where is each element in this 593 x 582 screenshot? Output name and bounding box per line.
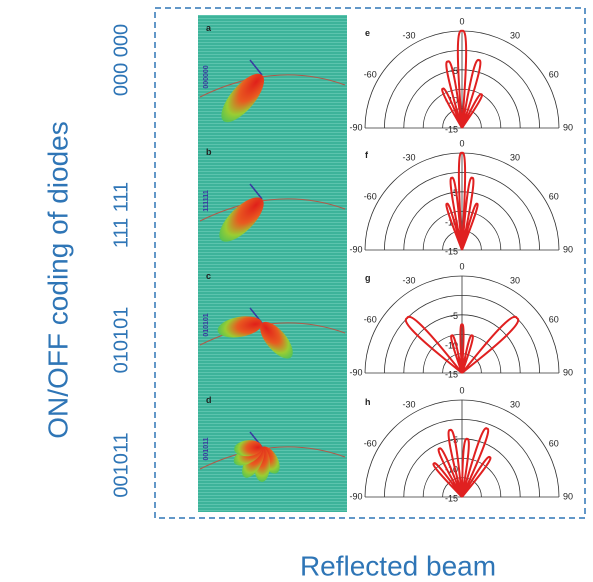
x-label: Reflected beam: [300, 550, 496, 581]
angle-label: 60: [549, 314, 559, 324]
angle-label: 30: [510, 276, 520, 286]
image-code: 001011: [203, 437, 210, 460]
angle-label: -90: [349, 122, 362, 132]
angle-label: -90: [349, 491, 362, 501]
plot-letter: e: [365, 28, 370, 38]
angle-label: 0: [459, 16, 464, 26]
angle-label: -90: [349, 244, 362, 254]
angle-label: 0: [459, 138, 464, 148]
angle-label: 90: [563, 122, 573, 132]
angle-label: -30: [402, 31, 415, 41]
radial-label: -15: [445, 246, 458, 256]
angle-label: 60: [549, 191, 559, 201]
figure: ON/OFF coding of diodes Reflected beam 0…: [0, 0, 593, 582]
plot-letter: g: [365, 273, 371, 283]
plot-letter: h: [365, 397, 371, 407]
angle-label: -60: [364, 438, 377, 448]
radial-label: -15: [445, 493, 458, 503]
angle-label: -30: [402, 400, 415, 410]
image-code: 000000: [203, 65, 210, 88]
angle-label: -30: [402, 276, 415, 286]
plot-letter: f: [365, 150, 369, 160]
angle-label: -60: [364, 314, 377, 324]
radial-label: -5: [450, 311, 458, 321]
angle-label: -90: [349, 367, 362, 377]
angle-label: 90: [563, 491, 573, 501]
angle-label: 30: [510, 400, 520, 410]
angle-label: 30: [510, 153, 520, 163]
angle-label: 30: [510, 31, 520, 41]
angle-label: 0: [459, 385, 464, 395]
panel-letter: b: [206, 147, 212, 157]
angle-label: 0: [459, 261, 464, 271]
angle-label: 90: [563, 244, 573, 254]
image-code: 111111: [203, 190, 210, 212]
angle-label: 60: [549, 69, 559, 79]
angle-label: 60: [549, 438, 559, 448]
row-code: 010101: [110, 307, 132, 374]
simulation-panel: [198, 15, 347, 512]
panel-letter: c: [206, 271, 211, 281]
row-code: 001011: [110, 432, 132, 497]
y-label: ON/OFF coding of diodes: [42, 121, 73, 438]
radial-label: -15: [445, 369, 458, 379]
angle-label: -30: [402, 153, 415, 163]
radial-label: -15: [445, 124, 458, 134]
angle-label: -60: [364, 191, 377, 201]
row-code: 000 000: [110, 24, 132, 96]
image-code: 010101: [203, 313, 210, 336]
angle-label: 90: [563, 367, 573, 377]
row-code: 111 111: [110, 182, 132, 248]
panel-letter: d: [206, 395, 212, 405]
angle-label: -60: [364, 69, 377, 79]
